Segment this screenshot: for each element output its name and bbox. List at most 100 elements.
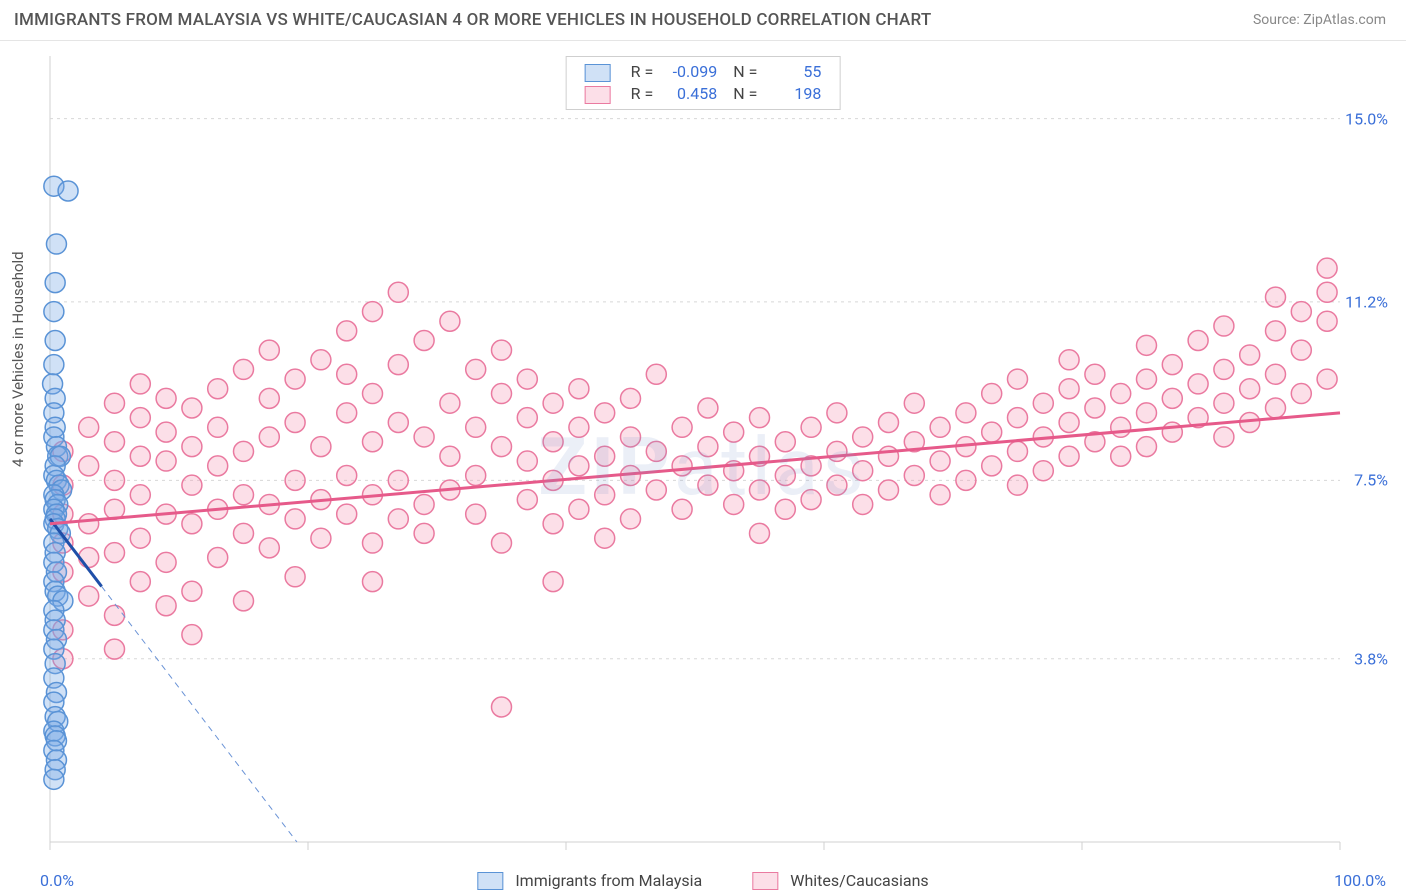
data-point (750, 523, 770, 543)
data-point (363, 384, 383, 404)
data-point (492, 340, 512, 360)
legend-swatch (585, 64, 611, 82)
data-point (79, 514, 99, 534)
data-point (698, 398, 718, 418)
data-point (388, 509, 408, 529)
data-point (337, 364, 357, 384)
data-point (801, 490, 821, 510)
data-point (1266, 398, 1286, 418)
data-point (930, 485, 950, 505)
data-point (1008, 441, 1028, 461)
data-point (1317, 282, 1337, 302)
data-point (724, 494, 744, 514)
data-point (492, 437, 512, 457)
data-point (337, 321, 357, 341)
data-point (672, 417, 692, 437)
data-point (724, 422, 744, 442)
data-point (79, 456, 99, 476)
data-point (388, 355, 408, 375)
y-axis-title: 4 or more Vehicles in Household (9, 251, 27, 467)
data-point (466, 359, 486, 379)
data-point (130, 374, 150, 394)
data-point (672, 456, 692, 476)
chart-title: IMMIGRANTS FROM MALAYSIA VS WHITE/CAUCAS… (14, 10, 931, 30)
source: Source: ZipAtlas.com (1253, 12, 1386, 28)
data-point (569, 417, 589, 437)
data-point (517, 408, 537, 428)
data-point (1137, 403, 1157, 423)
chart-area: ZIPatlas 4 or more Vehicles in Household… (0, 42, 1406, 892)
legend-swatch (752, 872, 778, 890)
data-point (311, 350, 331, 370)
data-point (1008, 369, 1028, 389)
data-point (698, 437, 718, 457)
data-point (156, 552, 176, 572)
data-point (440, 393, 460, 413)
data-point (46, 234, 66, 254)
data-point (285, 567, 305, 587)
data-point (827, 475, 847, 495)
data-point (646, 480, 666, 500)
data-point (1085, 398, 1105, 418)
data-point (285, 412, 305, 432)
data-point (440, 446, 460, 466)
data-point (621, 388, 641, 408)
data-point (1317, 311, 1337, 331)
data-point (1111, 384, 1131, 404)
data-point (363, 302, 383, 322)
data-point (414, 523, 434, 543)
data-point (1162, 422, 1182, 442)
data-point (1111, 446, 1131, 466)
data-point (930, 451, 950, 471)
data-point (1137, 335, 1157, 355)
data-point (1291, 302, 1311, 322)
data-point (182, 625, 202, 645)
data-point (1214, 427, 1234, 447)
data-point (595, 528, 615, 548)
r-value: 0.458 (657, 84, 717, 103)
n-value: 55 (761, 62, 821, 81)
data-point (904, 466, 924, 486)
scatter-chart (0, 42, 1406, 892)
data-point (750, 408, 770, 428)
data-point (259, 538, 279, 558)
data-point (621, 427, 641, 447)
data-point (1214, 393, 1234, 413)
data-point (879, 480, 899, 500)
data-point (1137, 437, 1157, 457)
data-point (1266, 321, 1286, 341)
data-point (337, 466, 357, 486)
data-point (285, 509, 305, 529)
data-point (388, 282, 408, 302)
data-point (44, 302, 64, 322)
data-point (105, 470, 125, 490)
data-point (517, 369, 537, 389)
data-point (1291, 340, 1311, 360)
regression-extension (102, 586, 297, 842)
data-point (105, 543, 125, 563)
data-point (130, 485, 150, 505)
legend-label: Whites/Caucasians (790, 871, 928, 890)
x-min-label: 0.0% (40, 871, 74, 890)
y-tick-label: 15.0% (1345, 109, 1388, 128)
data-point (259, 427, 279, 447)
data-point (1317, 369, 1337, 389)
legend-swatch (477, 872, 503, 890)
source-name[interactable]: ZipAtlas.com (1303, 12, 1386, 28)
data-point (45, 331, 65, 351)
data-point (208, 547, 228, 567)
data-point (775, 499, 795, 519)
data-point (827, 403, 847, 423)
data-point (234, 523, 254, 543)
data-point (517, 490, 537, 510)
stats-row: R = -0.099N = 55 (577, 61, 830, 83)
data-point (930, 417, 950, 437)
data-point (543, 393, 563, 413)
data-point (1266, 364, 1286, 384)
data-point (130, 572, 150, 592)
data-point (1214, 316, 1234, 336)
data-point (543, 432, 563, 452)
data-point (208, 417, 228, 437)
data-point (982, 384, 1002, 404)
data-point (956, 403, 976, 423)
